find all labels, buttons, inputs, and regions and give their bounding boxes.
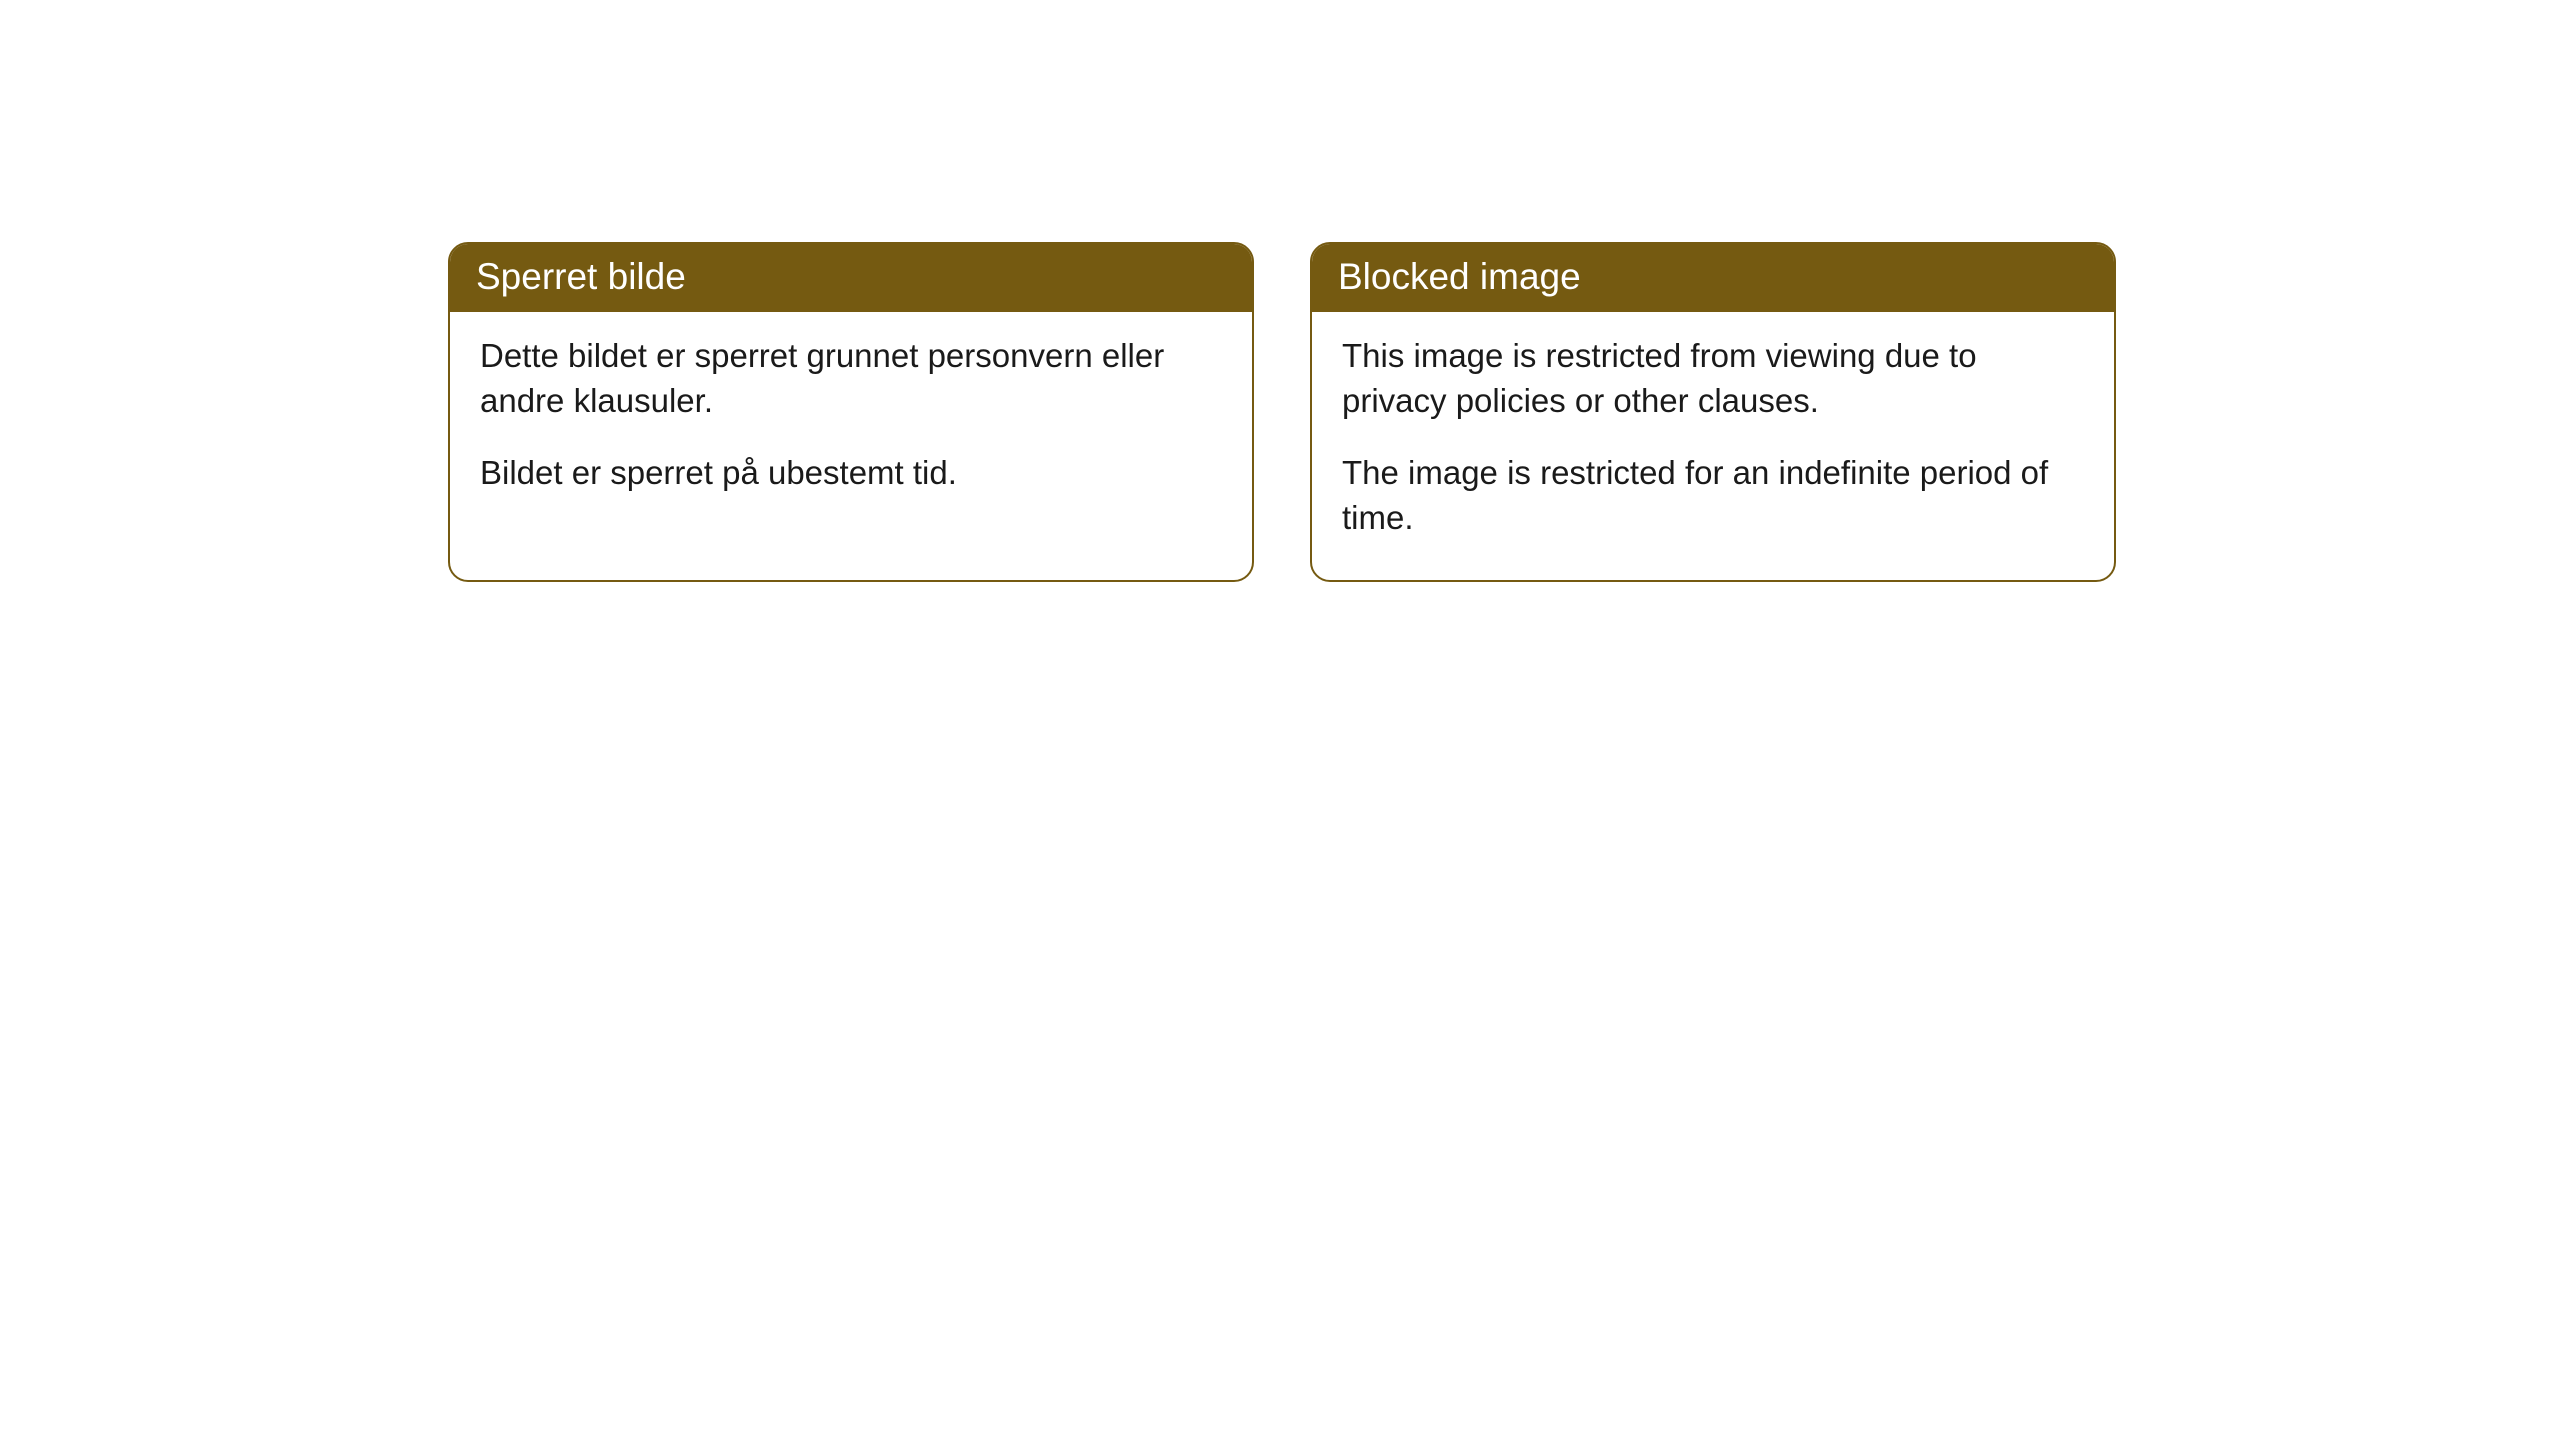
card-header: Blocked image	[1312, 244, 2114, 312]
notice-text: The image is restricted for an indefinit…	[1342, 451, 2084, 540]
card-header: Sperret bilde	[450, 244, 1252, 312]
notice-text: This image is restricted from viewing du…	[1342, 334, 2084, 423]
notice-text: Bildet er sperret på ubestemt tid.	[480, 451, 1222, 496]
card-body: Dette bildet er sperret grunnet personve…	[450, 312, 1252, 536]
notice-text: Dette bildet er sperret grunnet personve…	[480, 334, 1222, 423]
blocked-image-card-no: Sperret bilde Dette bildet er sperret gr…	[448, 242, 1254, 582]
blocked-image-card-en: Blocked image This image is restricted f…	[1310, 242, 2116, 582]
notice-cards-container: Sperret bilde Dette bildet er sperret gr…	[448, 242, 2116, 582]
card-body: This image is restricted from viewing du…	[1312, 312, 2114, 580]
